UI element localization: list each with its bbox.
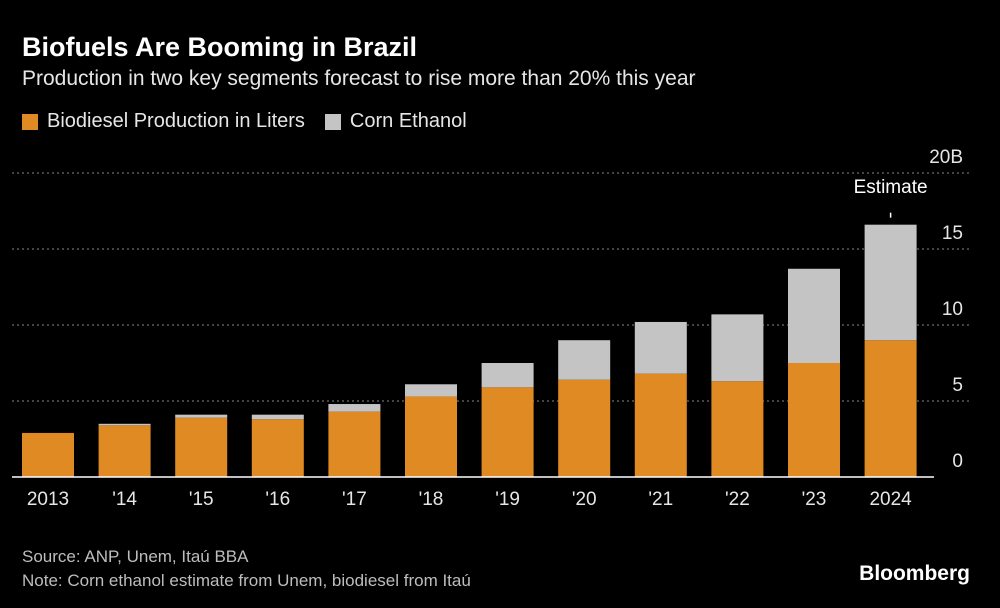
y-tick-label: 5 [952, 375, 963, 396]
bar-biodiesel [98, 425, 151, 477]
bar-corn-ethanol [405, 384, 457, 397]
source-text: Source: ANP, Unem, Itaú BBA [22, 547, 249, 566]
x-tick-label: '17 [342, 489, 367, 510]
x-tick-label: 2024 [869, 489, 912, 510]
bar-biodiesel [788, 363, 840, 477]
y-tick-label: 20B [929, 147, 963, 168]
x-tick-label: '14 [112, 489, 137, 510]
bar-corn-ethanol [175, 414, 228, 418]
note-text: Note: Corn ethanol estimate from Unem, b… [22, 571, 471, 590]
bar-biodiesel [175, 417, 228, 477]
x-tick-label: '20 [572, 489, 597, 510]
x-tick-label: '16 [265, 489, 290, 510]
bar-corn-ethanol [864, 224, 917, 341]
chart-subtitle: Production in two key segments forecast … [22, 67, 696, 90]
bar-biodiesel [22, 432, 74, 477]
bar-corn-ethanol [558, 340, 611, 380]
bar-corn-ethanol [328, 404, 381, 412]
annotation-label: Estimate [854, 177, 928, 198]
bar-corn-ethanol [481, 363, 534, 388]
bar-biodiesel [251, 419, 304, 477]
legend-label-biodiesel: Biodiesel Production in Liters [47, 110, 305, 132]
legend-item-corn-ethanol: Corn Ethanol [324, 110, 467, 133]
y-tick-label: 10 [942, 299, 963, 320]
bar-biodiesel [864, 340, 917, 477]
bar-biodiesel [481, 387, 534, 477]
bar-biodiesel [558, 379, 611, 477]
x-tick-label: 2013 [27, 489, 69, 510]
x-tick-label: '19 [495, 489, 520, 510]
legend-label-corn-ethanol: Corn Ethanol [349, 110, 467, 132]
legend-swatch-corn-ethanol [324, 113, 341, 130]
x-tick-label: '15 [189, 489, 214, 510]
bloomberg-logo: Bloomberg [859, 562, 970, 585]
bar-corn-ethanol [251, 414, 304, 420]
x-tick-label: '22 [725, 489, 750, 510]
bar-biodiesel [634, 373, 687, 477]
legend-swatch-biodiesel [22, 113, 38, 130]
bar-corn-ethanol [634, 321, 687, 374]
bar-corn-ethanol [98, 423, 151, 426]
y-tick-label: 0 [952, 451, 963, 472]
bar-corn-ethanol [711, 314, 764, 382]
bar-corn-ethanol [788, 268, 840, 363]
bar-biodiesel [711, 381, 764, 477]
y-tick-label: 15 [942, 223, 963, 244]
x-tick-label: '21 [648, 489, 673, 510]
chart-title: Biofuels Are Booming in Brazil [22, 32, 418, 62]
bar-biodiesel [405, 396, 457, 477]
chart-legend: Biodiesel Production in Liters Corn Etha… [22, 110, 487, 133]
bar-biodiesel [328, 411, 381, 477]
x-tick-label: '23 [802, 489, 827, 510]
source-notes: Source: ANP, Unem, Itaú BBA Note: Corn e… [22, 545, 471, 593]
x-tick-label: '18 [419, 489, 444, 510]
legend-item-biodiesel: Biodiesel Production in Liters [22, 110, 305, 133]
